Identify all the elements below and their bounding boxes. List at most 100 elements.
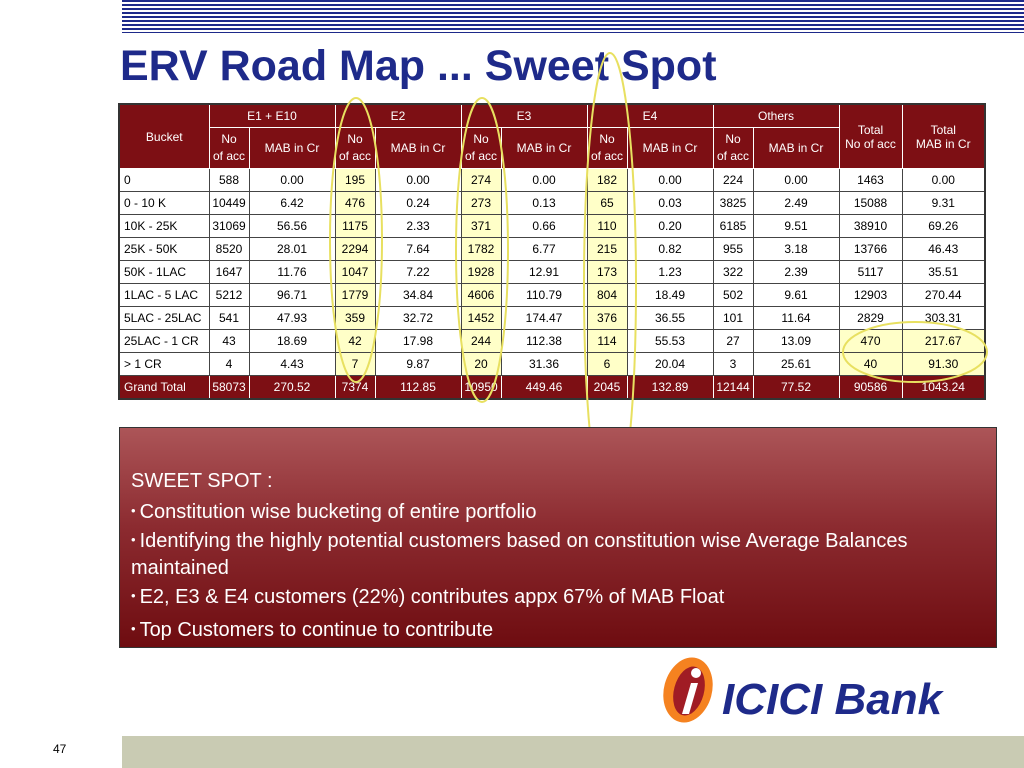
subheader-no-label: No: [347, 132, 363, 146]
table-cell: 110: [586, 214, 628, 238]
table-cell: 4606: [460, 283, 502, 307]
icici-bank-logo: ICICI Bank: [663, 657, 945, 724]
cell-bucket: 1LAC - 5 LAC: [118, 283, 210, 307]
table-cell: 1047: [334, 260, 376, 284]
table-cell: 0.00: [500, 168, 588, 192]
table-cell: 31069: [208, 214, 250, 238]
sweet-spot-item: • Top Customers to continue to contribute: [131, 615, 986, 644]
subheader-no-of-acc-e1-e10: No of acc: [208, 127, 250, 169]
header-total-acc: Total No of acc: [838, 103, 903, 169]
subheader-of-acc-label: of acc: [212, 149, 245, 163]
table-cell: 2.39: [752, 260, 840, 284]
cell-bucket: 50K - 1LAC: [118, 260, 210, 284]
table-cell: 47.93: [248, 306, 336, 330]
table-cell: 7.64: [374, 237, 462, 261]
subheader-mab-e1-e10: MAB in Cr: [248, 127, 336, 169]
table-cell: 1175: [334, 214, 376, 238]
subheader-no-label: No: [725, 132, 741, 146]
table-cell: 217.67: [901, 329, 986, 353]
table-cell: 182: [586, 168, 628, 192]
table-cell: 12903: [838, 283, 903, 307]
table-row: 50K - 1LAC 1647 11.76 1047 7.22 1928 12.91 173 1…: [118, 260, 986, 284]
header-group-e4: E4: [586, 103, 714, 128]
table-cell: 101: [712, 306, 754, 330]
grand-total-row: Grand Total 58073 270.52 7374 112.85 10950 449…: [118, 375, 986, 400]
bullet-icon: •: [131, 503, 136, 518]
grand-total-cell: 132.89: [626, 375, 714, 400]
table-cell: 0.00: [901, 168, 986, 192]
table-cell: 46.43: [901, 237, 986, 261]
subheader-no-of-acc-e4: No of acc: [586, 127, 628, 169]
cell-bucket: 25LAC - 1 CR: [118, 329, 210, 353]
grand-total-cell: 270.52: [248, 375, 336, 400]
table-cell: 476: [334, 191, 376, 215]
table-cell: 376: [586, 306, 628, 330]
table-cell: 0.00: [248, 168, 336, 192]
cell-bucket: 5LAC - 25LAC: [118, 306, 210, 330]
sweet-spot-item-text: E2, E3 & E4 customers (22%) contributes …: [139, 586, 725, 608]
grand-total-cell: 58073: [208, 375, 250, 400]
cell-bucket: 0: [118, 168, 210, 192]
table-cell: 11.76: [248, 260, 336, 284]
table-cell: 15088: [838, 191, 903, 215]
logo-i-dot: [691, 668, 701, 678]
grand-total-cell: 10950: [460, 375, 502, 400]
table-cell: 0.24: [374, 191, 462, 215]
table-cell: 8520: [208, 237, 250, 261]
bullet-icon: •: [131, 532, 136, 547]
table-cell: 1782: [460, 237, 502, 261]
table-cell: 7.22: [374, 260, 462, 284]
header-group-e1-e10: E1 + E10: [208, 103, 336, 128]
table-cell: 6.77: [500, 237, 588, 261]
table-cell: 1.23: [626, 260, 714, 284]
table-cell: 42: [334, 329, 376, 353]
table-cell: 5117: [838, 260, 903, 284]
table-cell: 36.55: [626, 306, 714, 330]
sweet-spot-item: • Constitution wise bucketing of entire p…: [131, 497, 986, 526]
header-rule-lines: [122, 0, 1024, 33]
bucket-table: Bucket E1 + E10 E2 E3 E4 Others Total No…: [118, 103, 986, 400]
table-cell: 3: [712, 352, 754, 376]
table-row: 25LAC - 1 CR 43 18.69 42 17.98 244 112.38 114 55…: [118, 329, 986, 353]
table-cell: 18.69: [248, 329, 336, 353]
table-cell: 17.98: [374, 329, 462, 353]
table-cell: 13766: [838, 237, 903, 261]
table-cell: 274: [460, 168, 502, 192]
table-cell: 112.38: [500, 329, 588, 353]
grand-total-cell: 449.46: [500, 375, 588, 400]
header-total-acc-line1: Total: [857, 122, 884, 137]
table-cell: 2829: [838, 306, 903, 330]
bullet-icon: •: [131, 621, 136, 636]
table-cell: 588: [208, 168, 250, 192]
table-cell: 65: [586, 191, 628, 215]
table-cell: 4.43: [248, 352, 336, 376]
table-cell: 273: [460, 191, 502, 215]
table-cell: 2.33: [374, 214, 462, 238]
header-group-e2: E2: [334, 103, 462, 128]
cell-bucket: 0 - 10 K: [118, 191, 210, 215]
table-cell: 3825: [712, 191, 754, 215]
table-cell: 6: [586, 352, 628, 376]
table-cell: 43: [208, 329, 250, 353]
table-cell: 31.36: [500, 352, 588, 376]
subheader-no-label: No: [599, 132, 615, 146]
table-header-row-groups: Bucket E1 + E10 E2 E3 E4 Others Total No…: [118, 103, 986, 169]
sweet-spot-item: • Identifying the highly potential custom…: [131, 526, 986, 582]
table-cell: 9.31: [901, 191, 986, 215]
table-cell: 9.51: [752, 214, 840, 238]
cell-bucket: 25K - 50K: [118, 237, 210, 261]
table-body: 0 588 0.00 195 0.00 274 0.00 182 0.00 224 0.00 1463…: [118, 168, 986, 376]
table-cell: 195: [334, 168, 376, 192]
table-cell: 20.04: [626, 352, 714, 376]
table-cell: 10449: [208, 191, 250, 215]
subheader-of-acc-label: of acc: [464, 149, 497, 163]
table-cell: 270.44: [901, 283, 986, 307]
table-cell: 0.20: [626, 214, 714, 238]
table-cell: 9.61: [752, 283, 840, 307]
table-cell: 6185: [712, 214, 754, 238]
table-cell: 25.61: [752, 352, 840, 376]
table-cell: 359: [334, 306, 376, 330]
table-row: 25K - 50K 8520 28.01 2294 7.64 1782 6.77 215 0.8…: [118, 237, 986, 261]
subheader-mab-e2: MAB in Cr: [374, 127, 462, 169]
header-group-e3: E3: [460, 103, 588, 128]
